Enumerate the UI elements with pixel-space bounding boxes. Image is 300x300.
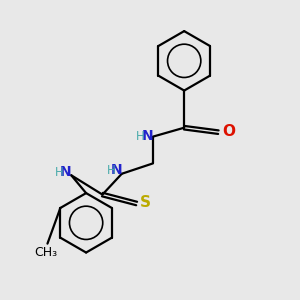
Text: O: O	[222, 124, 235, 139]
Text: S: S	[140, 195, 151, 210]
Text: N: N	[111, 163, 123, 177]
Text: N: N	[142, 129, 154, 143]
Text: N: N	[60, 165, 72, 179]
Text: H: H	[106, 164, 115, 177]
Text: H: H	[136, 130, 145, 143]
Text: CH₃: CH₃	[34, 246, 58, 259]
Text: H: H	[56, 167, 64, 179]
